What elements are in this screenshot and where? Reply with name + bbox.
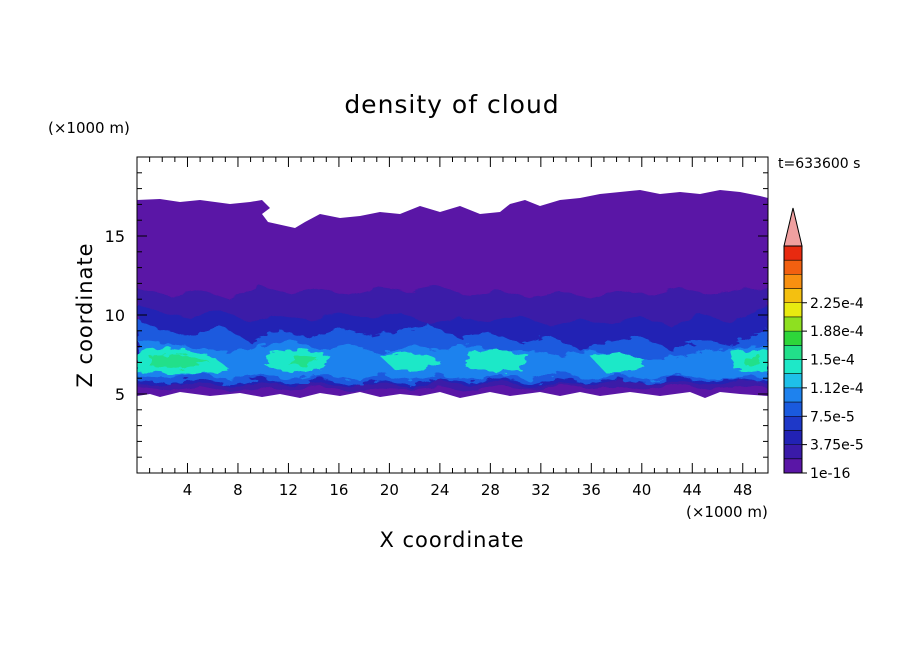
density-layer-1.88e-4 <box>137 348 768 374</box>
colorbar-segment <box>784 246 802 261</box>
colorbar-label: 7.5e-5 <box>810 409 855 425</box>
density-layer-2.25e-4 <box>150 354 762 368</box>
x-unit-label: (×1000 m) <box>686 503 768 521</box>
colorbar: 1e-16 3.75e-5 7.5e-5 1.12e-4 1.5e-4 1.88e-4 2.… <box>783 207 864 482</box>
colorbar-segment <box>784 373 802 388</box>
colorbar-label: 3.75e-5 <box>810 438 864 454</box>
colorbar-label: 1.5e-4 <box>810 353 855 369</box>
colorbar-segment <box>784 458 802 473</box>
x-tick-label: 32 <box>531 481 550 499</box>
colorbar-segment <box>784 416 802 431</box>
x-tick-label: 36 <box>582 481 601 499</box>
colorbar-segment <box>784 260 802 275</box>
x-tick-label: 44 <box>683 481 702 499</box>
chart-title: density of cloud <box>344 90 559 119</box>
colorbar-segment <box>784 331 802 346</box>
colorbar-label: 1.88e-4 <box>810 324 864 340</box>
colorbar-segment <box>784 274 802 289</box>
y-axis: 5 10 15 <box>105 172 768 458</box>
colorbar-extend-arrow <box>783 207 803 247</box>
colorbar-label: 1e-16 <box>810 466 850 482</box>
x-tick-label: 16 <box>329 481 348 499</box>
y-unit-label: (×1000 m) <box>48 119 130 137</box>
x-axis-label: X coordinate <box>379 528 524 552</box>
x-axis: 4 8 12 16 20 24 28 32 36 40 44 48 <box>149 157 756 499</box>
colorbar-segment <box>784 345 802 360</box>
colorbar-segment <box>784 444 802 459</box>
colorbar-segment <box>784 302 802 317</box>
colorbar-segment <box>784 288 802 303</box>
x-tick-label: 8 <box>233 481 243 499</box>
y-tick-label: 15 <box>105 227 125 246</box>
x-tick-label: 48 <box>733 481 752 499</box>
x-tick-label: 4 <box>183 481 193 499</box>
colorbar-label: 2.25e-4 <box>810 296 864 312</box>
y-tick-label: 10 <box>105 306 125 325</box>
y-axis-label: Z coordinate <box>73 242 97 387</box>
y-tick-label: 5 <box>115 385 125 404</box>
colorbar-label: 1.12e-4 <box>810 381 864 397</box>
x-tick-label: 20 <box>380 481 399 499</box>
x-tick-label: 24 <box>430 481 449 499</box>
cloud-density-field <box>137 190 768 398</box>
colorbar-segment <box>784 430 802 445</box>
time-label: t=633600 s <box>778 156 860 172</box>
colorbar-segment <box>784 387 802 403</box>
x-tick-label: 40 <box>632 481 651 499</box>
x-tick-label: 28 <box>481 481 500 499</box>
x-tick-label: 12 <box>279 481 298 499</box>
colorbar-segment <box>784 402 802 417</box>
colorbar-segment <box>784 359 802 374</box>
colorbar-segment <box>784 316 802 332</box>
